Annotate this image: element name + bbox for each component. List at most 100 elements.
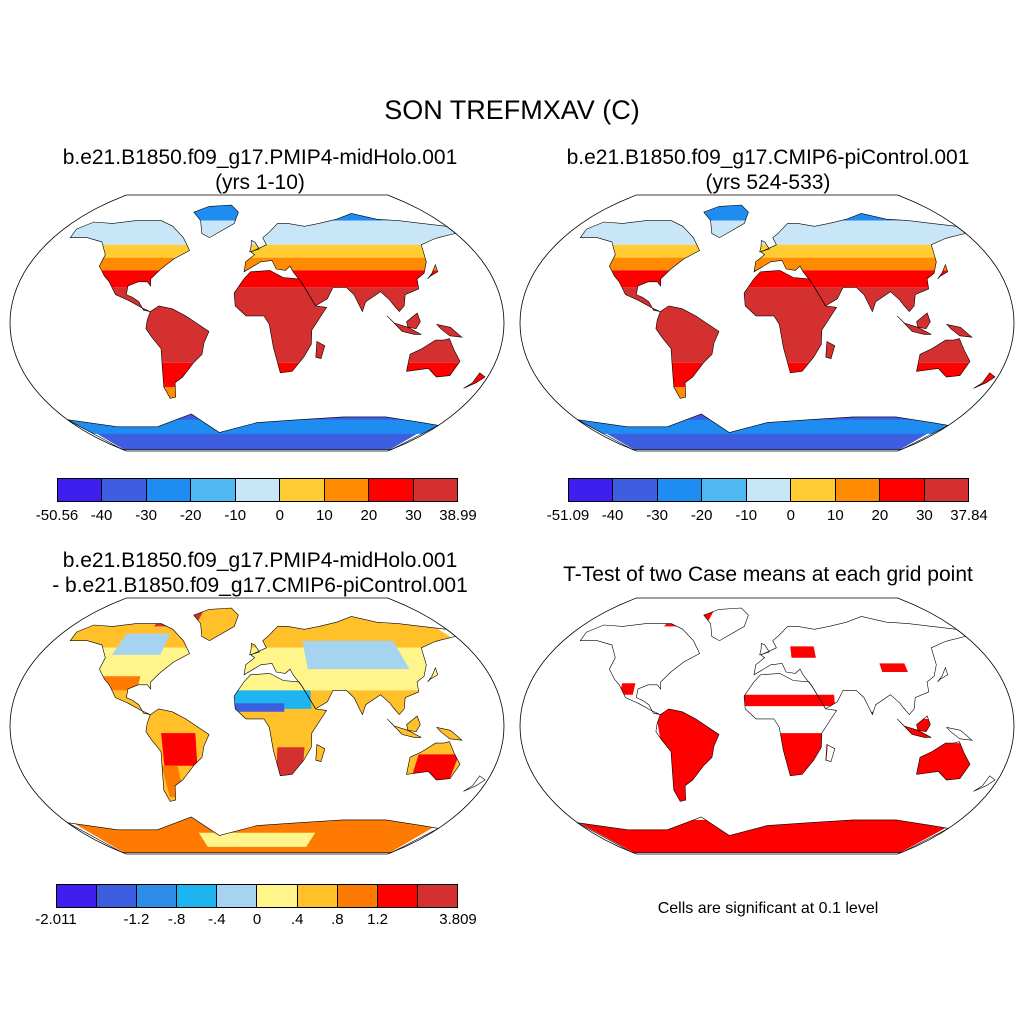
colorbar-case1-tick-label: 10 [315,507,333,524]
temperature-band [67,270,485,288]
coastline-newGuinea [945,323,973,338]
colorbar-diff-cell [57,885,98,907]
coastline-madagascar [825,341,836,359]
difference-region [161,733,198,766]
significant-cells [577,819,961,853]
temperature-band [577,287,995,363]
map-frame [519,194,1015,452]
temperature-band [67,387,481,409]
coastline-africa [743,270,838,374]
colorbar-case1-cell [191,479,236,501]
colorbar-case1 [57,478,458,502]
significant-cells [879,663,908,672]
colorbar-case1-cell [280,479,325,501]
coastline-antarctica [67,816,440,853]
coastline-southAmerica [655,305,720,399]
coastline-uk [759,240,770,253]
colorbar-case2-tick-label: -51.09 [546,507,590,524]
map-case1 [9,194,505,452]
temperature-band [577,244,990,258]
coastline-madagascar [315,341,326,359]
colorbar-case1-tick-label: 0 [275,507,284,524]
coastline-southAmerica [145,708,210,802]
colorbar-case1-cell [102,479,147,501]
map-frame [9,194,505,452]
colorbar-diff-tick-label: -2.011 [35,911,77,928]
coastline-antarctica [577,413,950,450]
panel-title-case2-line2: (yrs 524-533) [705,171,831,194]
temperature-band [67,244,480,258]
coastline-borneo [916,715,931,733]
coastline-greenland [703,607,749,642]
colorbar-case2-cell [702,479,747,501]
coastline-newGuinea [435,726,463,741]
coastline-southAmerica [145,305,210,399]
panel-title-case1-line1: b.e21.B1850.f09_g17.PMIP4-midHolo.001 [62,146,458,169]
coastline-newGuinea [945,726,973,741]
temperature-band [577,362,995,387]
colorbar-diff-tick-label: .4 [290,911,304,928]
colorbar-case1-cell [324,479,370,501]
temperature-band [67,232,469,245]
temperature-band [577,270,995,288]
colorbar-diff-tick-label: .8 [331,911,344,928]
coastline-northAmerica [579,623,700,715]
colorbar-diff-cell [377,885,418,907]
colorbar-diff [56,884,458,908]
colorbar-diff-tick-label: 0 [252,911,262,928]
coastline-northAmerica [69,220,190,312]
map-diff [9,597,505,855]
temperature-band [577,232,979,245]
coastline-indonesia [386,718,422,738]
panel-title-ttest-line1: T-Test of two Case means at each grid po… [563,563,973,586]
colorbar-diff-tick-label: -.4 [208,911,226,928]
colorbar-case2-tick-label: 37.84 [950,507,988,524]
coastline-northAmerica [69,623,190,715]
coastline-japan [427,263,439,280]
panel-title-ttest: T-Test of two Case means at each grid po… [518,562,1018,587]
colorbar-case2-cell [613,479,658,501]
colorbar-case2-cell [924,479,968,501]
colorbar-case1-cell [235,479,281,501]
coastline-indonesia [386,315,422,335]
colorbar-diff-cell [417,885,457,907]
colorbar-case1-cell [146,479,192,501]
temperature-band [577,387,991,409]
coastline-japan [937,666,949,683]
colorbar-diff-cell [137,885,178,907]
coastline-borneo [406,715,421,733]
map-case2 [519,194,1015,452]
coastline-greenland [193,607,239,642]
significance-note: Cells are significant at 0.1 level [657,900,879,917]
coastline-australia [406,338,461,378]
temperature-band [67,220,454,232]
coastline-japan [427,666,439,683]
difference-region [198,832,316,847]
colorbar-diff-tick-label: -.8 [167,911,186,928]
coastline-newZealand [463,775,486,792]
temperature-band [75,205,439,221]
colorbar-diff-tick-label: 1.2 [367,911,389,928]
difference-region [232,703,285,712]
coastline-greenland [703,204,749,239]
colorbar-diff-cell [337,885,378,907]
significant-cells [790,646,816,658]
coastline-japan [937,263,949,280]
colorbar-diff-cell [297,885,338,907]
coastline-indonesia [896,718,932,738]
difference-region [67,647,485,691]
colorbar-case1-tick-label: 20 [360,507,378,524]
colorbar-case2-cell [657,479,703,501]
coastline-newZealand [973,372,996,389]
colorbar-case1-tick-label: 30 [405,507,422,524]
difference-region [97,676,141,691]
temperature-band [67,287,485,363]
colorbar-case2-cell [746,479,792,501]
colorbar-case2 [568,478,969,502]
coastline-borneo [916,312,931,330]
coastline-madagascar [315,744,326,762]
colorbar-case1-tick-label: -20 [179,507,202,524]
coastline-newZealand [973,775,996,792]
colorbar-case1-tick-label: 38.99 [439,507,477,524]
figure-title: SON TREFMXAV (C) [384,95,640,125]
